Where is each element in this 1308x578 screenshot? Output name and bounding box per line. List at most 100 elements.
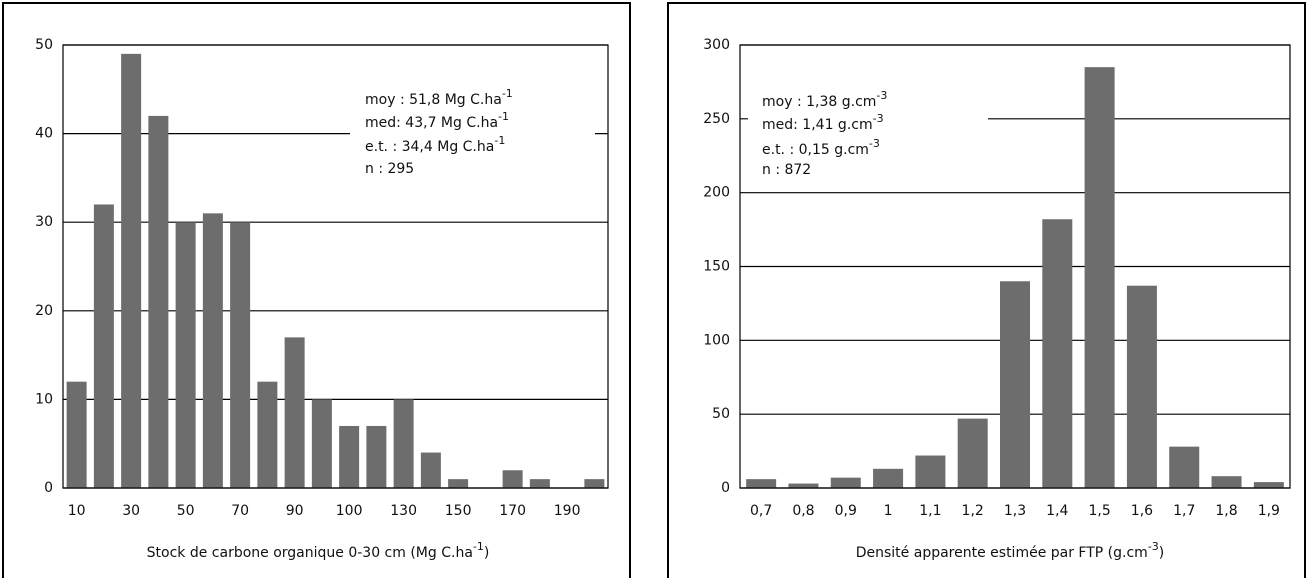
- y-tick-label: 250: [703, 111, 730, 127]
- x-tick-label: 0,7: [750, 503, 772, 519]
- y-tick-label: 20: [35, 303, 53, 319]
- annotation-text: n : 295: [365, 161, 414, 177]
- bar: [230, 222, 251, 488]
- x-axis-label-after: ): [1159, 545, 1164, 561]
- annotation: med: 1,41 g.cm-3: [762, 112, 884, 133]
- x-tick-label: 1,8: [1215, 503, 1237, 519]
- bar: [393, 399, 414, 488]
- annotation-text: e.t. : 34,4 Mg C.ha: [365, 139, 494, 155]
- annotation-text: med: 43,7 Mg C.ha: [365, 115, 498, 131]
- x-tick-label: 130: [390, 503, 417, 519]
- bar: [830, 477, 861, 488]
- y-tick-label: 100: [703, 332, 730, 348]
- annotation: n : 872: [762, 162, 811, 178]
- plot-frame: [62, 44, 609, 489]
- bar: [339, 425, 360, 488]
- bar: [873, 468, 904, 488]
- annotation-text: moy : 1,38 g.cm: [762, 94, 876, 110]
- x-tick-label: 1,1: [919, 503, 941, 519]
- bar: [1000, 281, 1030, 488]
- x-tick-label: 190: [554, 503, 581, 519]
- y-tick-label: 200: [703, 185, 730, 201]
- annotation-sup: -3: [873, 112, 884, 125]
- bar: [1084, 67, 1115, 489]
- x-tick-label: 150: [445, 503, 472, 519]
- panel-frame: [2, 2, 631, 578]
- x-tick-label: 0,9: [835, 503, 857, 519]
- x-axis-label: Stock de carbone organique 0-30 cm (Mg C…: [147, 540, 490, 561]
- bar: [284, 337, 305, 488]
- x-tick-label: 90: [286, 503, 304, 519]
- x-tick-label: 1,3: [1004, 503, 1026, 519]
- bar: [121, 53, 142, 489]
- y-tick-label: 300: [703, 37, 730, 53]
- annotation-text: moy : 51,8 Mg C.ha: [365, 92, 502, 108]
- y-tick-label: 50: [712, 406, 730, 422]
- bar: [502, 470, 523, 488]
- annotation-sup: -1: [494, 134, 505, 147]
- annotation-sup: -3: [869, 137, 880, 150]
- panel-frame: [667, 2, 1306, 578]
- bar: [366, 425, 387, 488]
- x-tick-label: 1,4: [1046, 503, 1068, 519]
- bar: [448, 479, 469, 488]
- x-tick-label: 10: [68, 503, 86, 519]
- annotation-text: n : 872: [762, 162, 811, 178]
- bar: [584, 479, 605, 488]
- bar: [1211, 476, 1242, 488]
- bar: [148, 115, 169, 488]
- bar: [175, 222, 196, 488]
- x-tick-label: 170: [499, 503, 526, 519]
- bar: [1126, 285, 1157, 488]
- bar: [915, 455, 946, 488]
- annotation: e.t. : 0,15 g.cm-3: [762, 137, 880, 158]
- bar: [93, 204, 114, 489]
- x-tick-label: 30: [122, 503, 140, 519]
- bar: [202, 213, 223, 488]
- annotation: e.t. : 34,4 Mg C.ha-1: [365, 134, 505, 155]
- annotation: n : 295: [365, 161, 414, 177]
- x-tick-label: 100: [336, 503, 363, 519]
- y-tick-label: 0: [721, 480, 730, 496]
- x-tick-label: 0,8: [792, 503, 814, 519]
- annotation: med: 43,7 Mg C.ha-1: [365, 110, 509, 131]
- x-axis-label-after: ): [484, 545, 489, 561]
- annotation-text: med: 1,41 g.cm: [762, 117, 873, 133]
- bar: [1042, 219, 1073, 488]
- bar: [311, 399, 332, 488]
- x-axis-label-text: Stock de carbone organique 0-30 cm (Mg C…: [147, 545, 473, 561]
- bar: [66, 381, 87, 488]
- x-tick-label: 1,2: [962, 503, 984, 519]
- bar: [1169, 446, 1200, 488]
- annotation-sup: -3: [876, 89, 887, 102]
- bar: [529, 479, 550, 488]
- y-tick-label: 10: [35, 391, 53, 407]
- y-tick-label: 30: [35, 214, 53, 230]
- bar: [1253, 482, 1284, 488]
- x-tick-label: 1,5: [1088, 503, 1110, 519]
- x-tick-label: 1: [884, 503, 893, 519]
- annotation: moy : 1,38 g.cm-3: [762, 89, 887, 110]
- annotation-sup: -1: [502, 87, 513, 100]
- annotation-background: [350, 80, 595, 180]
- y-tick-label: 150: [703, 259, 730, 275]
- x-tick-label: 70: [231, 503, 249, 519]
- x-axis-label-text: Densité apparente estimée par FTP (g.cm: [856, 545, 1148, 561]
- x-tick-label: 1,9: [1258, 503, 1280, 519]
- bar: [257, 381, 278, 488]
- annotation-text: e.t. : 0,15 g.cm: [762, 142, 869, 158]
- x-axis-label: Densité apparente estimée par FTP (g.cm-…: [856, 540, 1165, 561]
- x-axis-label-sup: -3: [1148, 540, 1159, 553]
- bar: [957, 418, 988, 488]
- x-tick-label: 50: [177, 503, 195, 519]
- bar: [420, 452, 441, 488]
- plot-frame: [739, 44, 1291, 489]
- annotation-sup: -1: [498, 110, 509, 123]
- y-tick-label: 0: [44, 480, 53, 496]
- bar: [788, 483, 819, 488]
- x-tick-label: 1,6: [1131, 503, 1153, 519]
- y-tick-label: 40: [35, 126, 53, 142]
- x-axis-label-sup: -1: [473, 540, 484, 553]
- y-tick-label: 50: [35, 37, 53, 53]
